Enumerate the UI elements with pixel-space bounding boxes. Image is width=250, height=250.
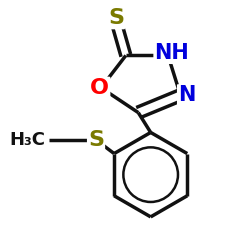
Text: H₃C: H₃C: [9, 131, 45, 149]
Text: NH: NH: [154, 43, 189, 63]
Text: N: N: [178, 85, 195, 105]
Text: S: S: [108, 8, 124, 28]
Text: S: S: [88, 130, 104, 150]
Text: O: O: [90, 78, 109, 98]
